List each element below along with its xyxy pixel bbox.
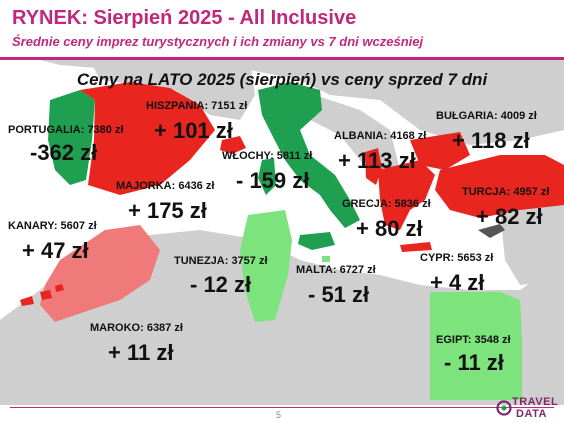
change-grecja: + 80 zł	[356, 216, 423, 241]
region-grecja	[378, 160, 435, 230]
label-majorka: MAJORKA: 6436 zł	[116, 180, 215, 192]
change-majorka: + 175 zł	[128, 198, 207, 223]
label-maroko: MAROKO: 6387 zł	[90, 322, 183, 334]
header: RYNEK: Sierpień 2025 - All Inclusive Śre…	[0, 0, 564, 60]
travel-data-logo: TRAVEL DATA	[496, 396, 562, 422]
region-majorka	[220, 136, 246, 154]
map-canvas	[0, 60, 564, 405]
logo-text-travel: TRAVEL	[512, 396, 559, 408]
page-subtitle: Średnie ceny imprez turystycznych i ich …	[12, 34, 424, 49]
label-grecja: GRECJA: 5836 zł	[342, 198, 431, 210]
change-maroko: + 11 zł	[108, 340, 174, 365]
region-albania	[365, 148, 382, 185]
region-sardynia	[258, 158, 276, 195]
footer-divider	[10, 407, 554, 408]
land-france	[90, 60, 255, 120]
change-wlochy: - 159 zł	[236, 168, 310, 193]
label-albania: ALBANIA: 4168 zł	[334, 130, 427, 142]
page-number: 5	[276, 410, 282, 420]
label-egipt: EGIPT: 3548 zł	[436, 334, 511, 346]
region-malta	[322, 256, 330, 262]
region-hiszpania	[80, 82, 215, 195]
label-hiszpania: HISZPANIA: 7151 zł	[146, 100, 248, 112]
label-turcja: TURCJA: 4957 zł	[462, 186, 550, 198]
header-divider	[0, 57, 564, 60]
logo-mark-icon	[496, 400, 512, 416]
change-egipt: - 11 zł	[444, 350, 504, 375]
label-wlochy: WŁOCHY: 5811 zł	[222, 150, 313, 162]
change-kanary: + 47 zł	[22, 238, 89, 263]
region-kreta	[400, 242, 432, 252]
change-turcja: + 82 zł	[476, 204, 543, 229]
change-bulgaria: + 118 zł	[452, 128, 530, 153]
change-tunezja: - 12 zł	[190, 272, 252, 297]
change-cypr: + 4 zł	[430, 270, 485, 295]
region-kanary	[20, 284, 64, 306]
region-sycylia	[298, 232, 335, 250]
land-europe-north	[40, 60, 564, 145]
label-kanary: KANARY: 5607 zł	[8, 220, 97, 232]
label-malta: MALTA: 6727 zł	[296, 264, 376, 276]
region-portugalia	[48, 90, 95, 185]
region-maroko	[40, 225, 160, 322]
label-tunezja: TUNEZJA: 3757 zł	[174, 255, 268, 267]
region-tunezja	[240, 210, 292, 322]
logo-text-data: DATA	[516, 408, 547, 420]
change-portugalia: -362 zł	[30, 140, 98, 165]
change-albania: + 113 zł	[338, 148, 416, 173]
change-malta: - 51 zł	[308, 282, 370, 307]
label-bulgaria: BUŁGARIA: 4009 zł	[436, 110, 537, 122]
page-title: RYNEK: Sierpień 2025 - All Inclusive	[12, 7, 357, 29]
region-wlochy	[258, 82, 360, 228]
label-portugalia: PORTUGALIA: 7380 zł	[8, 124, 124, 136]
region-cypr	[478, 224, 505, 238]
label-cypr: CYPR: 5653 zł	[420, 252, 494, 264]
map-title: Ceny na LATO 2025 (sierpień) vs ceny spr…	[76, 70, 488, 89]
region-egipt	[430, 292, 522, 400]
land-middle-east	[500, 200, 564, 285]
region-turcja	[435, 155, 564, 218]
change-hiszpania: + 101 zł	[154, 118, 233, 143]
region-bulgaria	[410, 132, 470, 170]
